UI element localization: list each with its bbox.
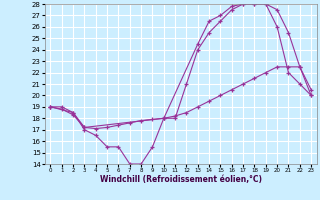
X-axis label: Windchill (Refroidissement éolien,°C): Windchill (Refroidissement éolien,°C): [100, 175, 262, 184]
